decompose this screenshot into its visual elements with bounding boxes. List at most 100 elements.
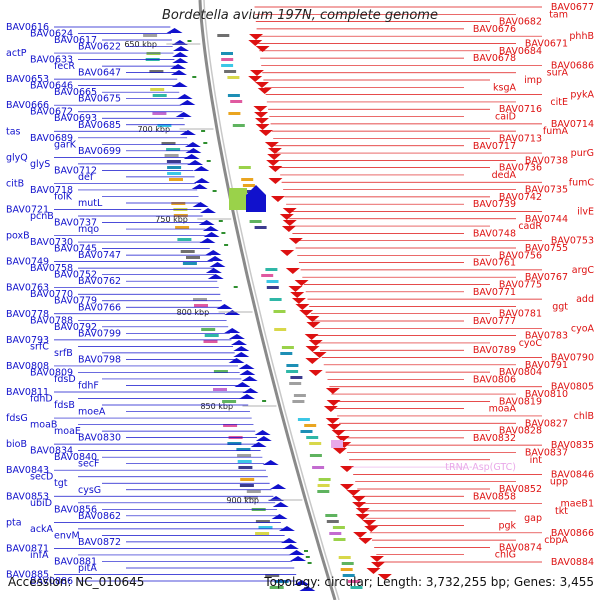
gene-label-right: BAV0805	[551, 382, 594, 393]
gene-arrow-right	[291, 298, 306, 304]
gene-arrow-right	[248, 40, 263, 46]
gene-block	[166, 148, 181, 151]
gene-block	[261, 274, 274, 277]
gene-arrow-right	[268, 178, 283, 184]
gene-label-left: pitA	[78, 563, 97, 574]
gene-arrow-right	[295, 304, 310, 310]
gene-block-large	[229, 188, 247, 210]
gene-block	[350, 586, 363, 589]
gene-label-right: BAV0755	[525, 243, 568, 254]
topology-summary: Topology: circular; Length: 3,732,255 bp…	[264, 575, 594, 589]
gene-block	[265, 574, 280, 577]
gene-label-right: BAV0771	[473, 287, 516, 298]
gene-label-left: BAV0853	[6, 491, 49, 502]
gene-label-right: BAV0846	[551, 469, 594, 480]
gene-block	[273, 310, 286, 313]
gene-block	[143, 34, 158, 37]
gene-arrow-left	[271, 514, 288, 519]
gene-label-left: folK	[54, 191, 73, 202]
gene-arrow-right	[312, 352, 327, 358]
gene-label-right: BAV0714	[551, 119, 594, 130]
gene-block	[293, 394, 306, 397]
gene-arrow-left	[216, 304, 233, 309]
gene-arrow-right	[270, 196, 285, 202]
gene-label-left: BAV0881	[54, 556, 97, 567]
gene-label-right: BAV0671	[525, 39, 568, 50]
gene-arrow-left	[205, 250, 222, 255]
gene-label-left: BAV0646	[30, 81, 73, 92]
gene-block	[161, 142, 176, 145]
gene-arrow-right	[326, 400, 341, 406]
gene-arrow-right	[267, 154, 282, 160]
gene-label-right: BAV0874	[499, 542, 542, 553]
gene-arrow-right	[248, 76, 263, 82]
gene-block	[232, 124, 245, 127]
gene-label-right: BAV0753	[551, 236, 594, 247]
gene-block	[169, 178, 183, 181]
gene-arrow-right	[352, 502, 367, 508]
gene-label-right: BAV0781	[499, 309, 542, 320]
gene-block	[297, 418, 310, 421]
gene-arrow-right	[371, 562, 386, 568]
gene-block	[258, 526, 273, 529]
gene-tick	[201, 130, 206, 132]
gene-block	[325, 514, 338, 517]
gene-label-left: srfB	[54, 348, 73, 359]
gene-arrow-left	[193, 178, 210, 183]
gene-tick	[206, 160, 211, 162]
scale-tick-label: 800 kbp	[177, 308, 210, 317]
gene-block	[289, 382, 302, 385]
gene-arrow-right	[254, 118, 269, 124]
gene-arrow-left	[231, 340, 248, 345]
gene-block	[329, 532, 342, 535]
scale-tick-label: 650 kbp	[124, 40, 157, 49]
gene-label-right: BAV0676	[473, 24, 516, 35]
gene-arrow-right	[351, 496, 366, 502]
gene-arrow-left	[233, 352, 250, 357]
gene-block	[223, 424, 238, 427]
gene-label-right: tRNA-Asp(GTC)	[445, 462, 516, 473]
gene-label-left: BAV0793	[6, 335, 49, 346]
gene-block	[152, 94, 167, 97]
gene-label-left: glyQ	[6, 152, 28, 163]
gene-arrow-right	[288, 286, 303, 292]
gene-label-left: BAV0665	[54, 87, 97, 98]
gene-label-right: BAV0735	[525, 185, 568, 196]
gene-arrow-left	[242, 388, 259, 393]
gene-label-right: BAV0828	[499, 426, 542, 437]
gene-arrow-right	[355, 514, 370, 520]
gene-label-left: BAV0809	[30, 367, 73, 378]
gene-arrow-right	[254, 82, 269, 88]
gene-block	[146, 52, 161, 55]
gene-block	[167, 172, 182, 175]
gene-label-right: purG	[571, 148, 594, 159]
gene-label-right: BAV0717	[473, 141, 516, 152]
gene-block	[242, 184, 255, 187]
gene-arrow-left	[239, 370, 256, 375]
gene-label-right: pgk	[498, 520, 516, 531]
gene-block	[150, 88, 165, 91]
gene-arrow-left	[191, 184, 208, 189]
gene-block	[186, 256, 200, 259]
gene-label-left: BAV0699	[78, 146, 121, 157]
gene-block	[227, 94, 240, 97]
gene-label-right: cyoA	[571, 323, 595, 334]
gene-block	[249, 220, 262, 223]
gene-block	[239, 484, 254, 487]
gene-block	[269, 586, 284, 589]
gene-block	[237, 454, 252, 457]
gene-arrow-right	[364, 526, 379, 532]
gene-block	[292, 400, 305, 403]
gene-label-right: BAV0837	[525, 447, 568, 458]
gene-label-right: BAV0756	[499, 250, 542, 261]
gene-label-right: BAV0884	[551, 557, 594, 568]
gene-label-right: citE	[550, 97, 568, 108]
gene-label-left: def	[78, 172, 94, 183]
gene-block	[227, 442, 242, 445]
gene-tick	[192, 76, 197, 78]
gene-tick	[203, 142, 208, 144]
gene-label-left: fecR	[54, 61, 75, 72]
gene-arrow-right	[257, 88, 272, 94]
gene-tick	[187, 40, 192, 42]
